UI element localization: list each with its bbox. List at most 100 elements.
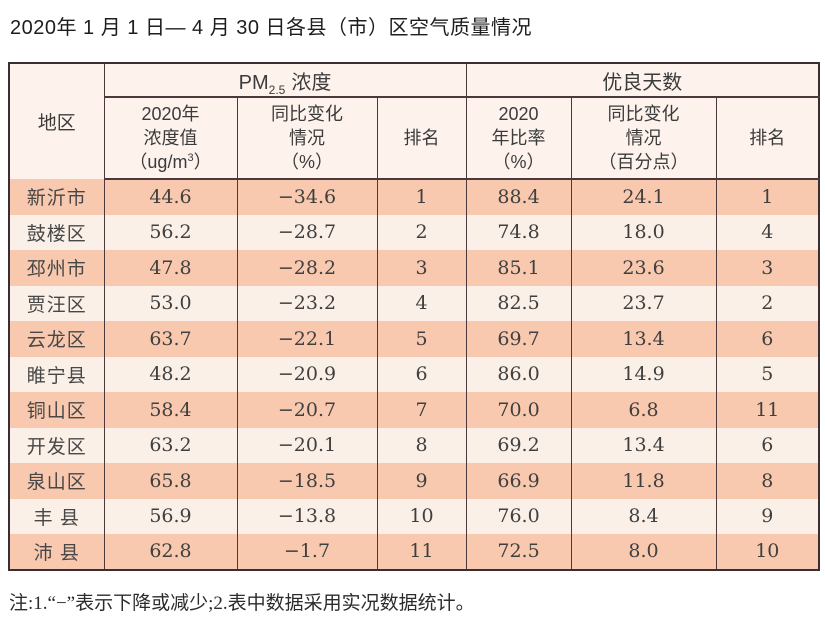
region-cell: 鼓楼区 bbox=[8, 214, 105, 250]
days-change-cell: 8.0 bbox=[570, 534, 717, 570]
header-line: 同比变化 bbox=[607, 104, 680, 124]
pm25-label-prefix: PM bbox=[238, 71, 269, 94]
pm-change-cell: −28.2 bbox=[236, 250, 378, 286]
pm-rank-cell: 2 bbox=[376, 214, 467, 250]
days-rate-cell: 69.7 bbox=[465, 321, 572, 357]
header-line: 同比变化 bbox=[271, 104, 343, 124]
table-row: 邳州市 47.8 −28.2 3 85.1 23.6 3 bbox=[8, 250, 820, 286]
pm-value-cell: 63.7 bbox=[103, 321, 238, 357]
pm-rank-cell: 9 bbox=[376, 463, 467, 499]
days-change-column-header: 同比变化 情况 （百分点） bbox=[570, 97, 717, 180]
pm-change-cell: −22.1 bbox=[236, 321, 378, 357]
days-rank-cell: 10 bbox=[715, 534, 820, 570]
region-cell: 贾汪区 bbox=[8, 285, 105, 321]
days-rate-cell: 72.5 bbox=[465, 534, 572, 570]
table-header: 地区 PM2.5 浓度 优良天数 2020年 浓度值 （ug/m3） 同比变化 情… bbox=[8, 63, 820, 180]
table-row: 开发区 63.2 −20.1 8 69.2 13.4 6 bbox=[8, 427, 820, 463]
group-header-row: 地区 PM2.5 浓度 优良天数 bbox=[8, 63, 820, 179]
days-rate-cell: 85.1 bbox=[465, 250, 572, 286]
days-rank-cell: 6 bbox=[715, 321, 820, 357]
region-cell: 邳州市 bbox=[8, 250, 105, 286]
unit-post: ） bbox=[193, 152, 212, 172]
days-change-cell: 24.1 bbox=[570, 179, 717, 215]
region-column-header: 地区 bbox=[8, 63, 105, 179]
days-change-cell: 13.4 bbox=[570, 427, 717, 463]
pm-change-cell: −13.8 bbox=[236, 498, 378, 534]
pm-value-cell: 56.9 bbox=[103, 498, 238, 534]
days-rate-cell: 82.5 bbox=[465, 285, 572, 321]
page-title: 2020年 1 月 1 日— 4 月 30 日各县（市）区空气质量情况 bbox=[10, 17, 533, 39]
pm-value-cell: 48.2 bbox=[103, 356, 238, 392]
pm-rank-cell: 7 bbox=[376, 392, 467, 428]
header-line: 浓度值 bbox=[143, 128, 198, 148]
pm-rank-cell: 5 bbox=[376, 321, 467, 357]
pm-change-cell: −23.2 bbox=[236, 285, 378, 321]
days-rank-cell: 11 bbox=[715, 392, 820, 428]
header-line: 年比率 bbox=[491, 128, 546, 148]
pm-rank-column-header: 排名 bbox=[376, 97, 467, 180]
table-row: 睢宁县 48.2 −20.9 6 86.0 14.9 5 bbox=[8, 356, 820, 392]
days-rate-cell: 88.4 bbox=[465, 179, 572, 215]
days-rate-cell: 70.0 bbox=[465, 392, 572, 428]
days-rank-cell: 4 bbox=[715, 214, 820, 250]
pm-value-cell: 44.6 bbox=[103, 179, 238, 215]
region-cell: 铜山区 bbox=[8, 392, 105, 428]
header-line: （百分点） bbox=[598, 152, 689, 172]
sub-header-row: 2020年 浓度值 （ug/m3） 同比变化 情况 （%） 排名 2020 年比… bbox=[9, 97, 820, 180]
pm-change-cell: −20.9 bbox=[236, 356, 378, 392]
region-cell: 泉山区 bbox=[8, 463, 105, 499]
region-cell: 睢宁县 bbox=[8, 356, 105, 392]
table-row: 新沂市 44.6 −34.6 1 88.4 24.1 1 bbox=[8, 179, 820, 215]
table-row: 泉山区 65.8 −18.5 9 66.9 11.8 8 bbox=[8, 463, 820, 499]
days-rank-column-header: 排名 bbox=[715, 97, 820, 180]
days-rank-cell: 2 bbox=[715, 285, 820, 321]
header-line: （%） bbox=[280, 152, 333, 172]
table-row: 铜山区 58.4 −20.7 7 70.0 6.8 11 bbox=[8, 392, 820, 428]
footnote: 注:1.“−”表示下降或减少;2.表中数据采用实况数据统计。 bbox=[9, 593, 475, 614]
pm-rank-cell: 10 bbox=[376, 498, 467, 534]
header-line: （%） bbox=[492, 152, 545, 172]
pm-value-cell: 56.2 bbox=[103, 214, 238, 250]
days-change-cell: 8.4 bbox=[570, 498, 717, 534]
region-cell: 丰 县 bbox=[8, 498, 105, 534]
pm25-subscript: 2.5 bbox=[268, 82, 286, 97]
pm-change-cell: −34.6 bbox=[236, 179, 378, 215]
pm-change-cell: −1.7 bbox=[236, 534, 378, 570]
pm-value-cell: 47.8 bbox=[103, 250, 238, 286]
pm-rank-cell: 4 bbox=[376, 285, 467, 321]
days-change-cell: 14.9 bbox=[570, 356, 717, 392]
pm-rank-cell: 3 bbox=[376, 250, 467, 286]
days-change-cell: 6.8 bbox=[570, 392, 717, 428]
pm25-label-suffix: 浓度 bbox=[291, 71, 332, 94]
days-rate-cell: 66.9 bbox=[465, 463, 572, 499]
unit-pre: （ug/m bbox=[129, 152, 188, 172]
days-rank-cell: 5 bbox=[715, 356, 820, 392]
table-row: 云龙区 63.7 −22.1 5 69.7 13.4 6 bbox=[8, 321, 820, 357]
days-rank-cell: 3 bbox=[715, 250, 820, 286]
table-row: 丰 县 56.9 −13.8 10 76.0 8.4 9 bbox=[8, 498, 820, 534]
pm-change-column-header: 同比变化 情况 （%） bbox=[236, 97, 378, 180]
pm-rank-cell: 6 bbox=[376, 356, 467, 392]
pm-change-cell: −20.1 bbox=[236, 427, 378, 463]
unit-superscript: 3 bbox=[187, 152, 194, 164]
days-change-cell: 23.6 bbox=[570, 250, 717, 286]
pm-rank-cell: 11 bbox=[376, 534, 467, 570]
header-line: 情况 bbox=[289, 128, 325, 148]
pm-value-cell: 65.8 bbox=[103, 463, 238, 499]
days-change-cell: 18.0 bbox=[570, 214, 717, 250]
pm-value-cell: 58.4 bbox=[103, 392, 238, 428]
good-days-group-header: 优良天数 bbox=[465, 63, 820, 98]
pm-value-cell: 53.0 bbox=[103, 285, 238, 321]
header-line: 情况 bbox=[625, 128, 662, 148]
pm25-group-header: PM2.5 浓度 bbox=[103, 63, 467, 98]
air-quality-table: 地区 PM2.5 浓度 优良天数 2020年 浓度值 （ug/m3） 同比变化 情… bbox=[8, 62, 821, 571]
region-cell: 沛 县 bbox=[8, 534, 105, 570]
days-change-cell: 11.8 bbox=[570, 463, 717, 499]
pm-value-cell: 63.2 bbox=[103, 427, 238, 463]
header-line: 2020年 bbox=[141, 104, 200, 124]
pm-change-cell: −20.7 bbox=[236, 392, 378, 428]
region-cell: 云龙区 bbox=[8, 321, 105, 357]
days-change-cell: 13.4 bbox=[570, 321, 717, 357]
days-change-cell: 23.7 bbox=[570, 285, 717, 321]
days-rank-cell: 6 bbox=[715, 427, 820, 463]
